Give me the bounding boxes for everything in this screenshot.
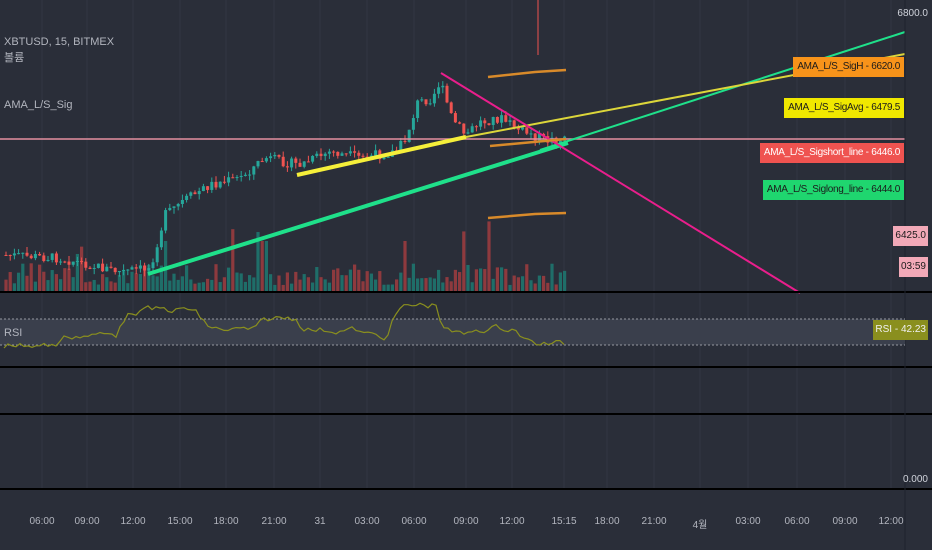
candlesticks xyxy=(4,81,567,277)
orange-bands xyxy=(487,68,567,220)
green-trend-line[interactable] xyxy=(147,141,569,276)
rsi-line[interactable] xyxy=(3,302,565,349)
yellow-trend-line[interactable] xyxy=(296,135,467,177)
volume-bars xyxy=(4,221,567,291)
green-trend-extension[interactable] xyxy=(539,31,906,151)
magenta-trend-line[interactable] xyxy=(440,72,801,294)
vertical-grid xyxy=(41,0,892,489)
